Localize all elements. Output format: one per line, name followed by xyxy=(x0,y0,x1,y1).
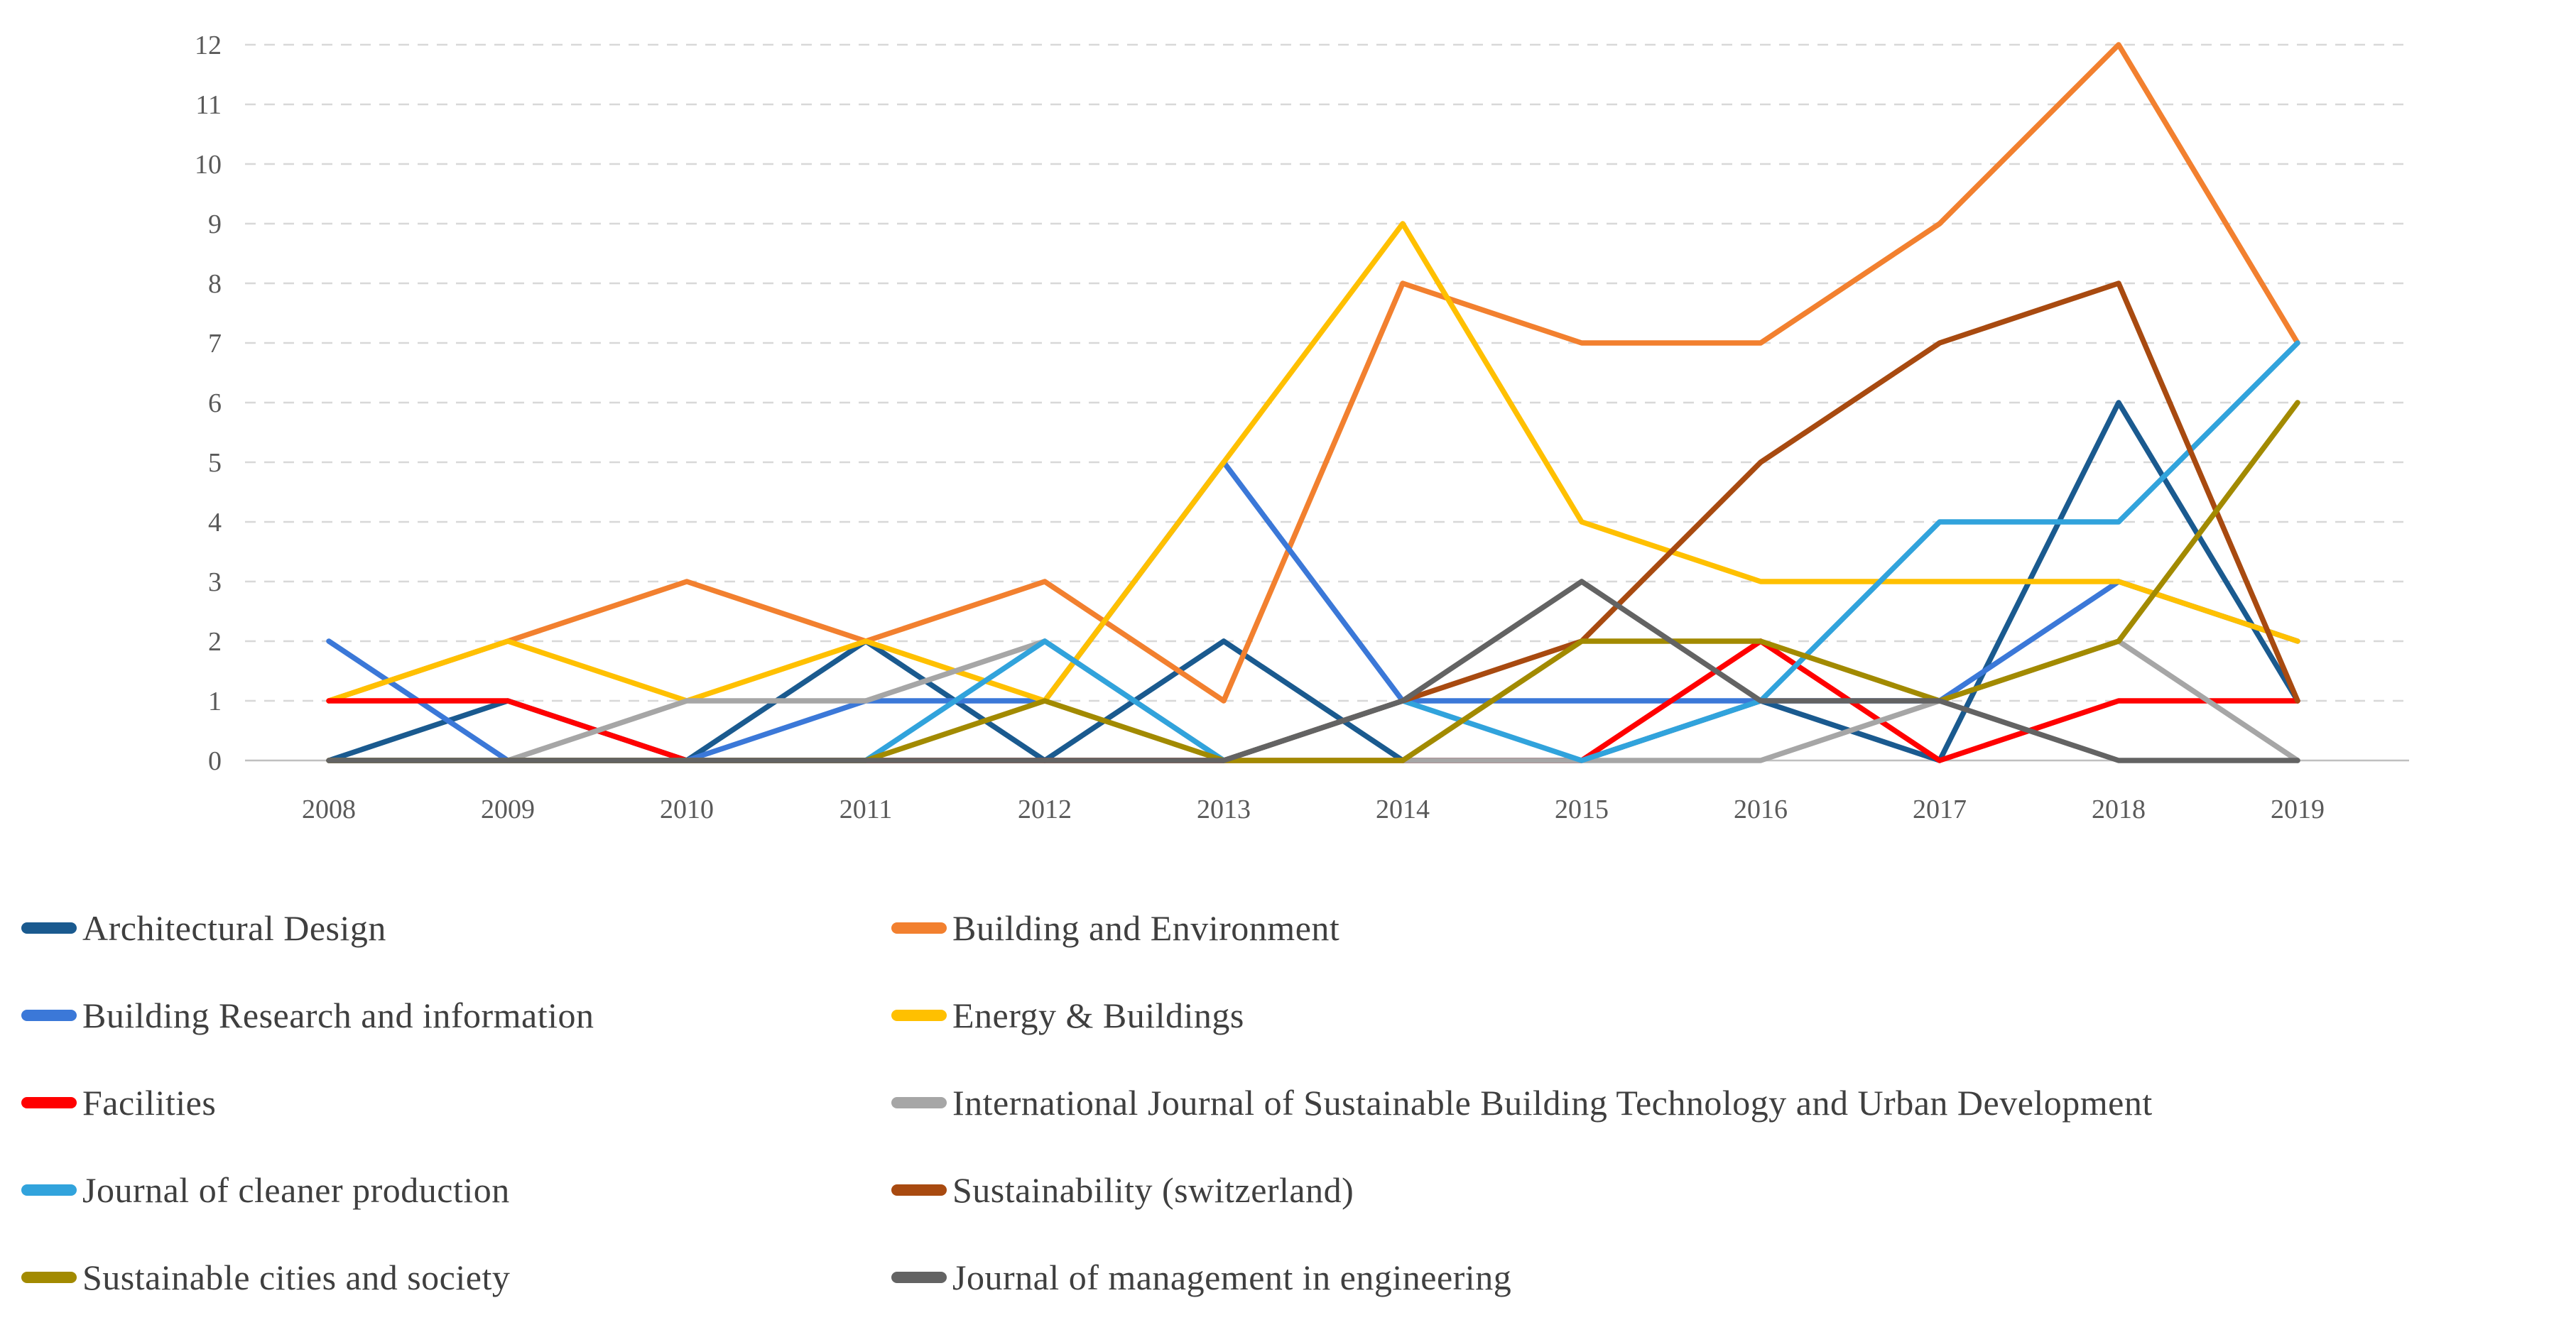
legend-label: Architectural Design xyxy=(82,908,386,948)
x-tick-label-2012: 2012 xyxy=(1018,795,1072,824)
x-tick-label-2019: 2019 xyxy=(2271,795,2325,824)
legend-line-swatch-journal-of-cleaner-production xyxy=(21,1184,77,1196)
series-line-building-and-environment xyxy=(326,42,2300,704)
x-tick-label-2013: 2013 xyxy=(1197,795,1251,824)
legend-item-journal-of-management-in-engineering: Journal of management in engineering xyxy=(891,1255,1511,1300)
y-tick-label-8: 8 xyxy=(208,269,222,299)
y-tick-label-12: 12 xyxy=(195,31,222,60)
legend-item-facilities: Facilities xyxy=(21,1080,216,1125)
legend-item-building-and-environment: Building and Environment xyxy=(891,905,1339,951)
x-tick-label-2008: 2008 xyxy=(302,795,356,824)
legend-label: Journal of cleaner production xyxy=(82,1170,510,1210)
x-tick-label-2015: 2015 xyxy=(1555,795,1609,824)
legend-label: International Journal of Sustainable Bui… xyxy=(952,1083,2153,1123)
series-line-energy-buildings xyxy=(326,221,2300,704)
legend-label: Energy & Buildings xyxy=(952,996,1244,1035)
y-tick-label-0: 0 xyxy=(208,746,222,776)
legend-line-swatch-sustainability-switzerland xyxy=(891,1184,947,1196)
legend-label: Building Research and information xyxy=(82,996,594,1035)
legend-label: Sustainable cities and society xyxy=(82,1258,511,1297)
legend-label: Building and Environment xyxy=(952,908,1340,948)
legend-line-swatch-building-research-and-information xyxy=(21,1010,77,1021)
y-tick-label-10: 10 xyxy=(195,150,222,180)
legend-item-energy-buildings: Energy & Buildings xyxy=(891,993,1244,1038)
legend-item-international-journal-of-sustainable-building-technology-and-urban-development: International Journal of Sustainable Bui… xyxy=(891,1080,2153,1125)
x-tick-label-2010: 2010 xyxy=(660,795,714,824)
y-tick-label-6: 6 xyxy=(208,388,222,418)
y-tick-label-3: 3 xyxy=(208,567,222,597)
legend-line-swatch-building-and-environment xyxy=(891,922,947,934)
x-tick-label-2016: 2016 xyxy=(1734,795,1788,824)
x-tick-label-2018: 2018 xyxy=(2092,795,2146,824)
legend-label: Journal of management in engineering xyxy=(952,1258,1512,1297)
legend-item-journal-of-cleaner-production: Journal of cleaner production xyxy=(21,1167,510,1213)
legend-line-swatch-energy-buildings xyxy=(891,1010,947,1021)
legend-label: Sustainability (switzerland) xyxy=(952,1170,1354,1210)
x-tick-label-2009: 2009 xyxy=(481,795,535,824)
y-tick-label-1: 1 xyxy=(208,687,222,716)
y-tick-label-11: 11 xyxy=(195,90,222,120)
y-tick-label-2: 2 xyxy=(208,627,222,657)
legend-line-swatch-international-journal-of-sustainable-building-technology-and-urban-development xyxy=(891,1097,947,1108)
x-tick-label-2017: 2017 xyxy=(1913,795,1967,824)
legend-item-sustainability-switzerland: Sustainability (switzerland) xyxy=(891,1167,1354,1213)
legend-item-sustainable-cities-and-society: Sustainable cities and society xyxy=(21,1255,510,1300)
y-tick-label-5: 5 xyxy=(208,448,222,478)
legend-line-swatch-journal-of-management-in-engineering xyxy=(891,1272,947,1283)
legend-line-swatch-architectural-design xyxy=(21,922,77,934)
series-line-journal-of-management-in-engineering xyxy=(326,579,2300,763)
legend-item-building-research-and-information: Building Research and information xyxy=(21,993,594,1038)
legend-line-swatch-sustainable-cities-and-society xyxy=(21,1272,77,1283)
x-tick-label-2011: 2011 xyxy=(839,795,893,824)
legend-item-architectural-design: Architectural Design xyxy=(21,905,386,951)
y-tick-label-9: 9 xyxy=(208,209,222,239)
x-tick-label-2014: 2014 xyxy=(1376,795,1430,824)
y-tick-label-7: 7 xyxy=(208,329,222,359)
legend-line-swatch-facilities xyxy=(21,1097,77,1108)
legend-label: Facilities xyxy=(82,1083,217,1123)
y-tick-label-4: 4 xyxy=(208,508,222,538)
